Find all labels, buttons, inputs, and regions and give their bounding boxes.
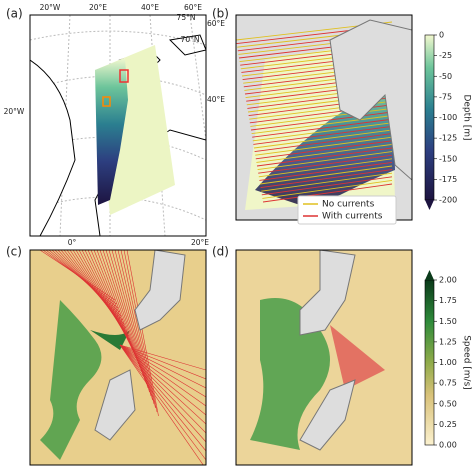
wave-ray [119,344,206,380]
wave-ray [119,344,206,389]
wave-ray [252,118,393,138]
colorbar-tick-label: 0.25 [439,420,457,429]
colorbar-tick-label: -75 [439,92,452,101]
legend-entry: With currents [322,212,383,222]
panel-label: (a) [6,7,23,21]
graticule-label: 20°E [89,3,107,12]
wave-ray [123,250,158,413]
colorbar-tick-label: 1.50 [439,317,457,326]
panel-label: (d) [212,245,229,259]
frame [29,14,207,237]
colorbar-tick-label: 1.75 [439,296,457,305]
wave-ray [259,161,393,181]
colorbar-tick-label: 0.50 [439,399,457,408]
wave-ray [119,344,206,416]
colorbar-tick-label: 0.75 [439,379,457,388]
wave-ray [119,344,206,443]
wave-ray [102,250,147,385]
wave-ray [255,136,393,156]
wave-ray [259,165,393,185]
colorbar [424,34,435,201]
wave-ray [57,250,125,325]
wave-ray [252,122,393,142]
wave-ray [54,250,123,321]
wave-ray [261,172,393,192]
wave-ray [253,125,393,145]
wave-ray [111,250,152,397]
wave-ray [119,344,206,434]
colorbar-tick-label: 1.00 [439,358,457,367]
wave-ray [87,250,140,365]
frame [29,249,207,466]
wave-ray [96,250,144,377]
colorbar-tick-label: 0.00 [439,441,457,450]
colorbar-tick-label: -175 [439,175,457,184]
colorbar-tick-label: 2.00 [439,276,457,285]
wave-ray [119,344,206,398]
graticule-label: 60°E [184,3,202,12]
graticule-label: 20°E [191,238,209,247]
graticule-label: 20°W [4,107,25,116]
wave-ray [119,344,206,425]
wave-ray [262,183,393,203]
wave-ray [119,344,206,461]
map-c [30,250,206,465]
graticule-label: 0° [68,238,77,247]
wave-ray [257,151,393,171]
wave-ray [126,250,159,417]
wave-ray [119,344,204,465]
graticule-label: 75°N [177,13,196,22]
colorbar-tick-label: 0 [439,31,444,40]
wave-ray [119,344,206,371]
wave-ray [119,344,206,452]
wave-ray [105,250,149,389]
map-d [236,250,412,465]
colorbar-tick-label: -150 [439,154,457,163]
map-a [30,15,206,236]
colorbar-title: Speed [m/s] [462,335,472,390]
colorbar-extend [425,200,434,210]
wave-ray [262,179,393,199]
wave-ray [256,143,393,163]
map-b [236,15,412,220]
legend: No currents With currents [297,195,397,225]
wave-ray [258,154,393,174]
colorbar-tick-label: -25 [439,51,452,60]
wave-ray [256,147,393,167]
panel-label: (b) [212,7,229,21]
wave-ray [99,250,146,381]
frame [235,249,413,466]
wave-ray [260,169,393,189]
graticule-label: 70°N [181,35,200,44]
legend-entry: No currents [322,200,375,210]
graticule-label: 40°E [141,3,159,12]
panel-label: (c) [6,245,22,259]
graticule-label: 20°W [40,3,61,12]
colorbar-tick-label: -100 [439,113,457,122]
colorbar-extend [425,270,434,280]
graticule-label: 60°E [207,19,225,28]
wave-ray [60,250,126,329]
graticule-label: 40°E [207,95,225,104]
wave-ray [253,129,393,149]
wave-ray [250,111,393,131]
wave-ray [254,133,393,153]
colorbar-title: Depth [m] [462,94,472,140]
colorbar [424,279,435,446]
colorbar-tick-label: 1.25 [439,337,457,346]
wave-ray [117,250,155,405]
wave-ray [261,176,393,196]
colorbar-tick-label: -50 [439,72,452,81]
colorbar-tick-label: -125 [439,134,457,143]
wave-ray [258,158,393,178]
wave-ray [251,115,393,135]
wave-ray [255,140,393,160]
colorbar-tick-label: -200 [439,196,457,205]
wave-ray [119,344,206,407]
